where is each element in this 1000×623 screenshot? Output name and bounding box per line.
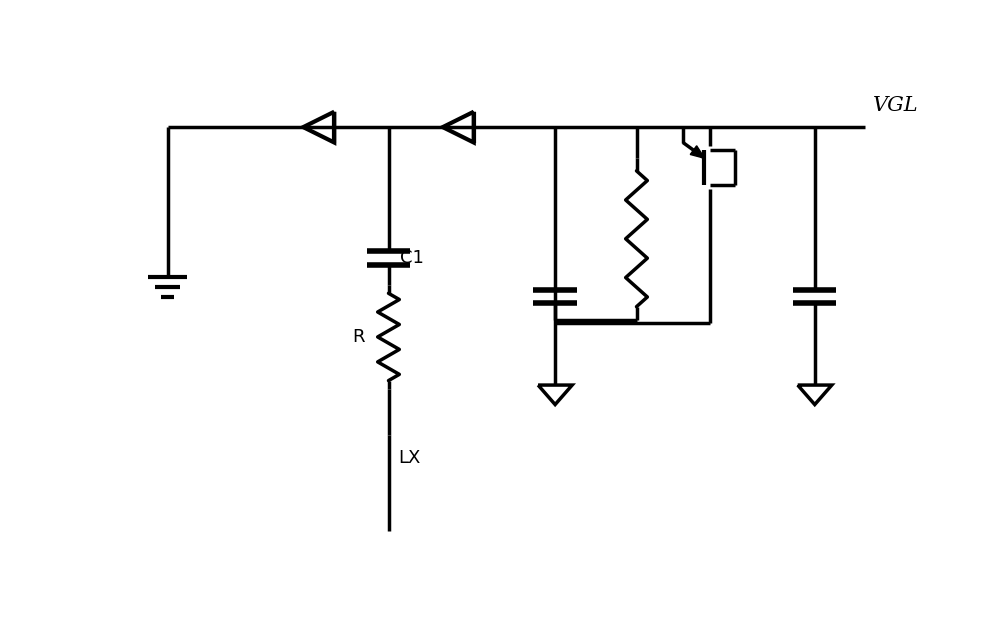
Text: LX: LX bbox=[398, 449, 420, 467]
Polygon shape bbox=[690, 146, 705, 158]
Text: VGL: VGL bbox=[873, 96, 918, 115]
Text: R: R bbox=[353, 328, 365, 346]
Text: C1: C1 bbox=[400, 249, 424, 267]
